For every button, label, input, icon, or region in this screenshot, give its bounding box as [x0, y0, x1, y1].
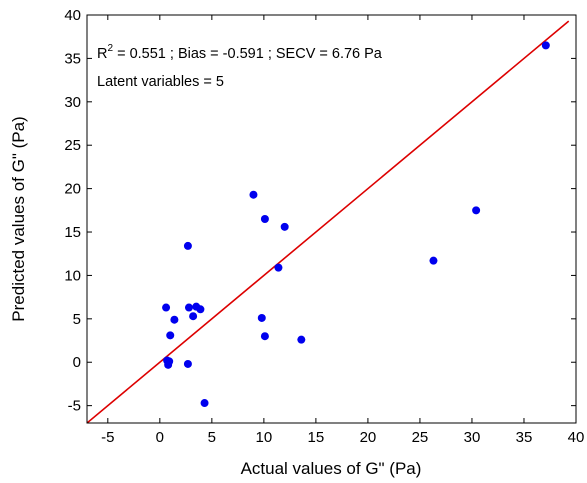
- data-point: [274, 263, 283, 272]
- data-point: [260, 215, 269, 223]
- x-tick-label: 0: [156, 429, 164, 446]
- x-tick-label: 10: [256, 429, 273, 446]
- data-point: [200, 399, 209, 408]
- y-tick-label: 25: [64, 137, 81, 154]
- fit-line: [87, 20, 570, 423]
- data-point: [429, 256, 438, 265]
- data-point: [184, 303, 193, 312]
- x-tick-label: -5: [101, 429, 114, 446]
- y-tick-label: 20: [64, 181, 81, 198]
- y-tick-label: 30: [64, 94, 81, 111]
- x-tick-label: 30: [464, 429, 481, 446]
- data-point: [183, 359, 192, 368]
- x-tick-label: 25: [412, 429, 429, 446]
- y-axis-title: Predicted values of G" (Pa): [9, 116, 28, 321]
- data-point: [165, 357, 174, 366]
- x-tick-label: 20: [360, 429, 377, 446]
- data-point: [183, 241, 192, 250]
- data-point: [260, 332, 269, 341]
- x-axis-title: Actual values of G" (Pa): [241, 459, 422, 478]
- y-tick-label: 10: [64, 267, 81, 284]
- data-point: [162, 303, 171, 312]
- y-tick-label: 40: [64, 7, 81, 24]
- plot-frame: [86, 14, 577, 424]
- data-point: [249, 190, 258, 199]
- x-tick-label: 15: [308, 429, 325, 446]
- y-tick-label: 35: [64, 50, 81, 67]
- x-tick-label: 35: [516, 429, 533, 446]
- data-point: [541, 41, 550, 50]
- data-point: [297, 335, 306, 344]
- data-point: [166, 331, 175, 340]
- data-point: [196, 305, 205, 314]
- latent-variables-annotation: Latent variables = 5: [97, 74, 224, 90]
- r2-annotation: R2 = 0.551 ; Bias = -0.591 ; SECV = 6.76…: [97, 43, 383, 62]
- y-tick-label: 5: [73, 311, 81, 328]
- x-tick-label: 5: [208, 429, 216, 446]
- data-point: [280, 222, 289, 231]
- y-tick-label: 15: [64, 224, 81, 241]
- y-tick-label: 0: [73, 354, 81, 371]
- y-tick-label: -5: [68, 398, 81, 415]
- x-tick-label: 40: [568, 429, 585, 446]
- data-point: [189, 312, 198, 321]
- data-point: [170, 315, 179, 324]
- data-point: [257, 313, 266, 322]
- data-point: [472, 206, 481, 215]
